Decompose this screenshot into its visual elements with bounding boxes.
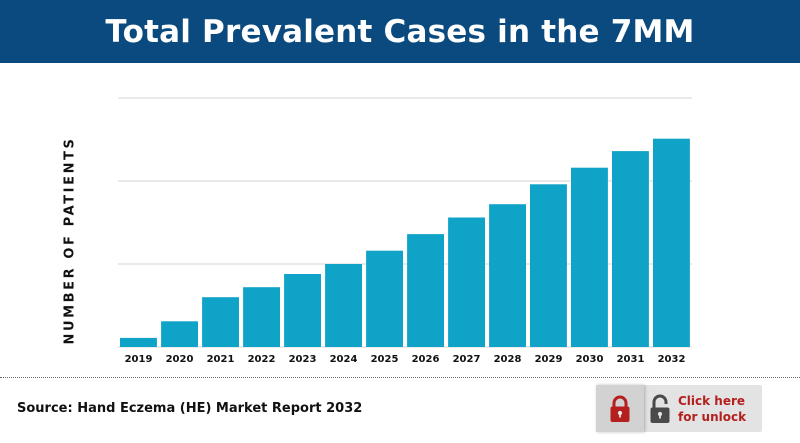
bar-2032 [653, 138, 690, 347]
x-tick-label-2024: 2024 [330, 354, 358, 365]
bar-2020 [161, 321, 198, 347]
bar-2029 [530, 184, 567, 347]
bar-chart: 2019 2020 2021 2022 2023 2024 2025 2026 2027 2028… [118, 97, 692, 365]
bar-2025 [366, 250, 403, 347]
bar-2023 [284, 274, 321, 347]
x-tick-label-2027: 2027 [453, 354, 481, 365]
x-tick-label-2032: 2032 [658, 354, 686, 365]
footer-divider [0, 377, 800, 378]
x-tick-label-2020: 2020 [166, 354, 194, 365]
chart-bars [120, 138, 690, 347]
unlock-label-line1: Click here [678, 393, 746, 408]
bar-2021 [202, 297, 239, 347]
unlock-label: Click here for unlock [676, 393, 746, 425]
bar-2026 [407, 234, 444, 347]
x-tick-label-2022: 2022 [248, 354, 276, 365]
header-banner: Total Prevalent Cases in the 7MM [0, 0, 800, 63]
bar-2030 [571, 167, 608, 347]
x-tick-label-2026: 2026 [412, 354, 440, 365]
x-tick-label-2028: 2028 [494, 354, 522, 365]
bar-2022 [243, 287, 280, 347]
unlock-label-line2: for unlock [678, 409, 747, 424]
source-caption: Source: Hand Eczema (HE) Market Report 2… [17, 401, 363, 416]
bar-2031 [612, 151, 649, 347]
x-tick-label-2031: 2031 [617, 354, 645, 365]
x-tick-label-2025: 2025 [371, 354, 399, 365]
bar-2028 [489, 204, 526, 347]
x-tick-label-2030: 2030 [576, 354, 604, 365]
bar-2024 [325, 264, 362, 347]
x-tick-label-2029: 2029 [535, 354, 563, 365]
x-tick-label-2023: 2023 [289, 354, 317, 365]
x-tick-label-2021: 2021 [207, 354, 235, 365]
unlock-button[interactable]: Click here for unlock [596, 385, 762, 432]
padlock-closed-icon [596, 385, 644, 432]
page-title: Total Prevalent Cases in the 7MM [105, 13, 695, 50]
x-tick-label-2019: 2019 [125, 354, 153, 365]
padlock-open-icon [644, 385, 676, 432]
chart-x-tick-labels: 2019 2020 2021 2022 2023 2024 2025 2026 2027 2028… [125, 354, 686, 365]
bar-2019 [120, 337, 157, 347]
bar-2027 [448, 217, 485, 347]
